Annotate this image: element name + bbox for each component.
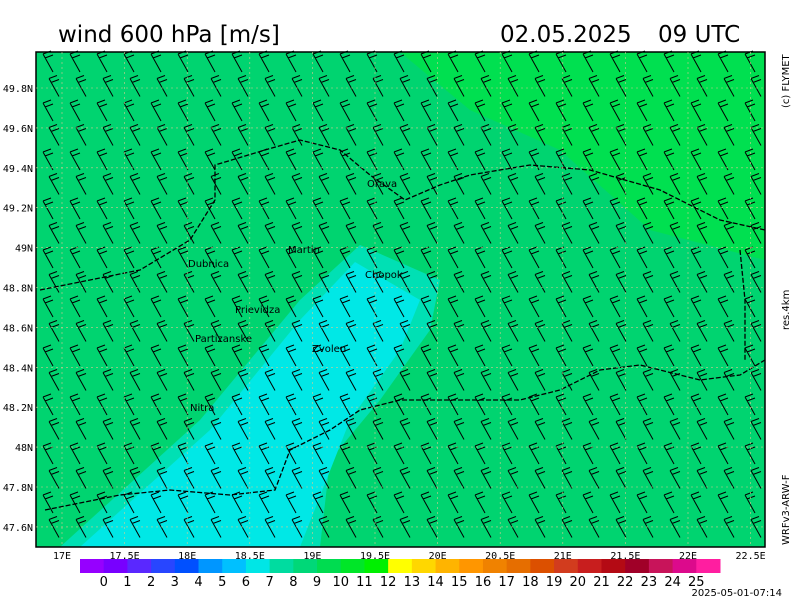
copyright: (c) FLYMET (781, 53, 792, 108)
lon-label: 22E (679, 551, 697, 562)
legend-swatch (80, 559, 105, 573)
legend-label: 25 (688, 575, 705, 590)
legend-swatch (577, 559, 602, 573)
legend-label: 5 (218, 575, 226, 590)
legend-swatch (672, 559, 697, 573)
lat-label: 48.6N (3, 323, 33, 334)
lat-label: 49N (15, 244, 33, 255)
time: 09 UTC (658, 22, 740, 48)
legend-label: 15 (451, 575, 468, 590)
legend-label: 2 (147, 575, 155, 590)
wind-barbs (42, 50, 762, 538)
resolution: res.4km (781, 290, 792, 330)
city-label: Nitra (190, 403, 214, 414)
city-label: Chopok (365, 270, 403, 281)
lon-label: 18E (178, 551, 196, 562)
legend-swatch (506, 559, 531, 573)
legend-swatch (222, 559, 247, 573)
lat-label: 49.4N (3, 164, 33, 175)
lon-label: 17.5E (110, 551, 140, 562)
legend-label: 1 (123, 575, 131, 590)
city-label: Martin (288, 245, 320, 256)
lat-label: 47.6N (3, 523, 33, 534)
date: 02.05.2025 (500, 22, 632, 48)
legend-swatch (127, 559, 152, 573)
legend-label: 6 (242, 575, 250, 590)
legend-swatch (696, 559, 721, 573)
lon-label: 18.5E (235, 551, 265, 562)
lat-label: 49.6N (3, 124, 33, 135)
legend-swatch (482, 559, 508, 573)
timestamp: 2025-05-01-07:14 (691, 588, 782, 599)
legend-swatch (269, 559, 294, 573)
lon-label: 22.5E (736, 551, 766, 562)
city-label: Dubnica (188, 259, 229, 270)
legend-swatch (459, 559, 484, 573)
lon-label: 20.5E (485, 551, 515, 562)
legend-label: 21 (593, 575, 610, 590)
lon-label: 19.5E (360, 551, 390, 562)
legend-label: 19 (546, 575, 563, 590)
legend-label: 16 (475, 575, 492, 590)
legend-label: 4 (194, 575, 202, 590)
legend-swatch (293, 559, 318, 573)
border-north (39, 139, 766, 291)
legend-swatch (340, 559, 365, 573)
legend-swatch (601, 559, 626, 573)
legend-label: 7 (265, 575, 273, 590)
legend-swatch (103, 559, 128, 573)
lon-label: 17E (53, 551, 71, 562)
legend-swatch (317, 559, 342, 573)
lat-label: 48.8N (3, 284, 33, 295)
legend-swatch (364, 559, 389, 573)
legend-label: 17 (498, 575, 515, 590)
legend-swatch (625, 559, 650, 573)
legend-label: 24 (664, 575, 681, 590)
legend-label: 18 (522, 575, 539, 590)
barb-set (42, 50, 762, 538)
city-label: Orava (367, 179, 397, 190)
legend-label: 9 (313, 575, 321, 590)
legend-swatch (174, 559, 200, 573)
map-frame (35, 51, 766, 548)
model: WRFv3-ARW-F (781, 474, 792, 545)
legend-swatch (411, 559, 437, 573)
lat-label: 48.4N (3, 363, 33, 374)
lat-label: 49.2N (3, 204, 33, 215)
legend-label: 8 (289, 575, 297, 590)
title: wind 600 hPa [m/s] (58, 22, 280, 48)
legend-swatch (388, 559, 413, 573)
legend-label: 23 (641, 575, 658, 590)
lon-label: 20E (429, 551, 447, 562)
legend-swatch (648, 559, 674, 573)
legend-label: 12 (380, 575, 397, 590)
map-area (35, 50, 766, 548)
legend-label: 11 (356, 575, 373, 590)
legend-swatch (530, 559, 555, 573)
city-label: Zvolen (312, 344, 346, 355)
legend-swatch (151, 559, 176, 573)
lat-label: 49.8N (3, 84, 33, 95)
lat-label: 47.8N (3, 483, 33, 494)
legend-label: 14 (427, 575, 444, 590)
lon-label: 21E (554, 551, 572, 562)
city-label: Partizanske (195, 334, 252, 345)
legend-swatch (554, 559, 579, 573)
legend-label: 13 (404, 575, 421, 590)
field-light (80, 262, 420, 547)
legend-swatch (198, 559, 223, 573)
lat-label: 48.2N (3, 403, 33, 414)
legend-label: 3 (171, 575, 179, 590)
lat-label: 48N (15, 443, 33, 454)
city-label: Prievidza (235, 305, 280, 316)
legend-label: 20 (570, 575, 587, 590)
legend-swatch (435, 559, 460, 573)
legend-label: 10 (332, 575, 349, 590)
lon-label: 21.5E (610, 551, 640, 562)
legend-swatch (245, 559, 271, 573)
lon-label: 19E (303, 551, 321, 562)
legend-label: 22 (617, 575, 634, 590)
legend-label: 0 (100, 575, 108, 590)
